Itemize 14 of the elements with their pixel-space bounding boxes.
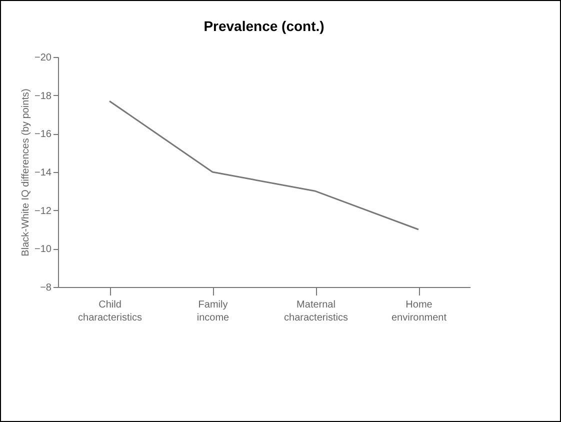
y-axis-title: Black-White IQ differences (by points) (20, 88, 32, 256)
y-tick-label: −16 (34, 129, 52, 140)
y-tick-label: −8 (40, 282, 52, 294)
x-tick-label: Home environment (391, 300, 447, 324)
chart-title: Prevalence (cont.) (204, 18, 324, 34)
x-tick-label: Child characteristics (78, 300, 142, 324)
line-series (108, 100, 420, 230)
x-tick-label: Family income (196, 300, 230, 324)
y-tick-label: −14 (34, 168, 52, 178)
y-tick-label: −12 (34, 206, 52, 217)
y-tick-label: −20 (34, 52, 52, 64)
y-tick-label: −10 (34, 244, 52, 256)
y-tick-label: −18 (34, 90, 52, 102)
x-tick-label: Maternal characteristics (284, 300, 348, 324)
